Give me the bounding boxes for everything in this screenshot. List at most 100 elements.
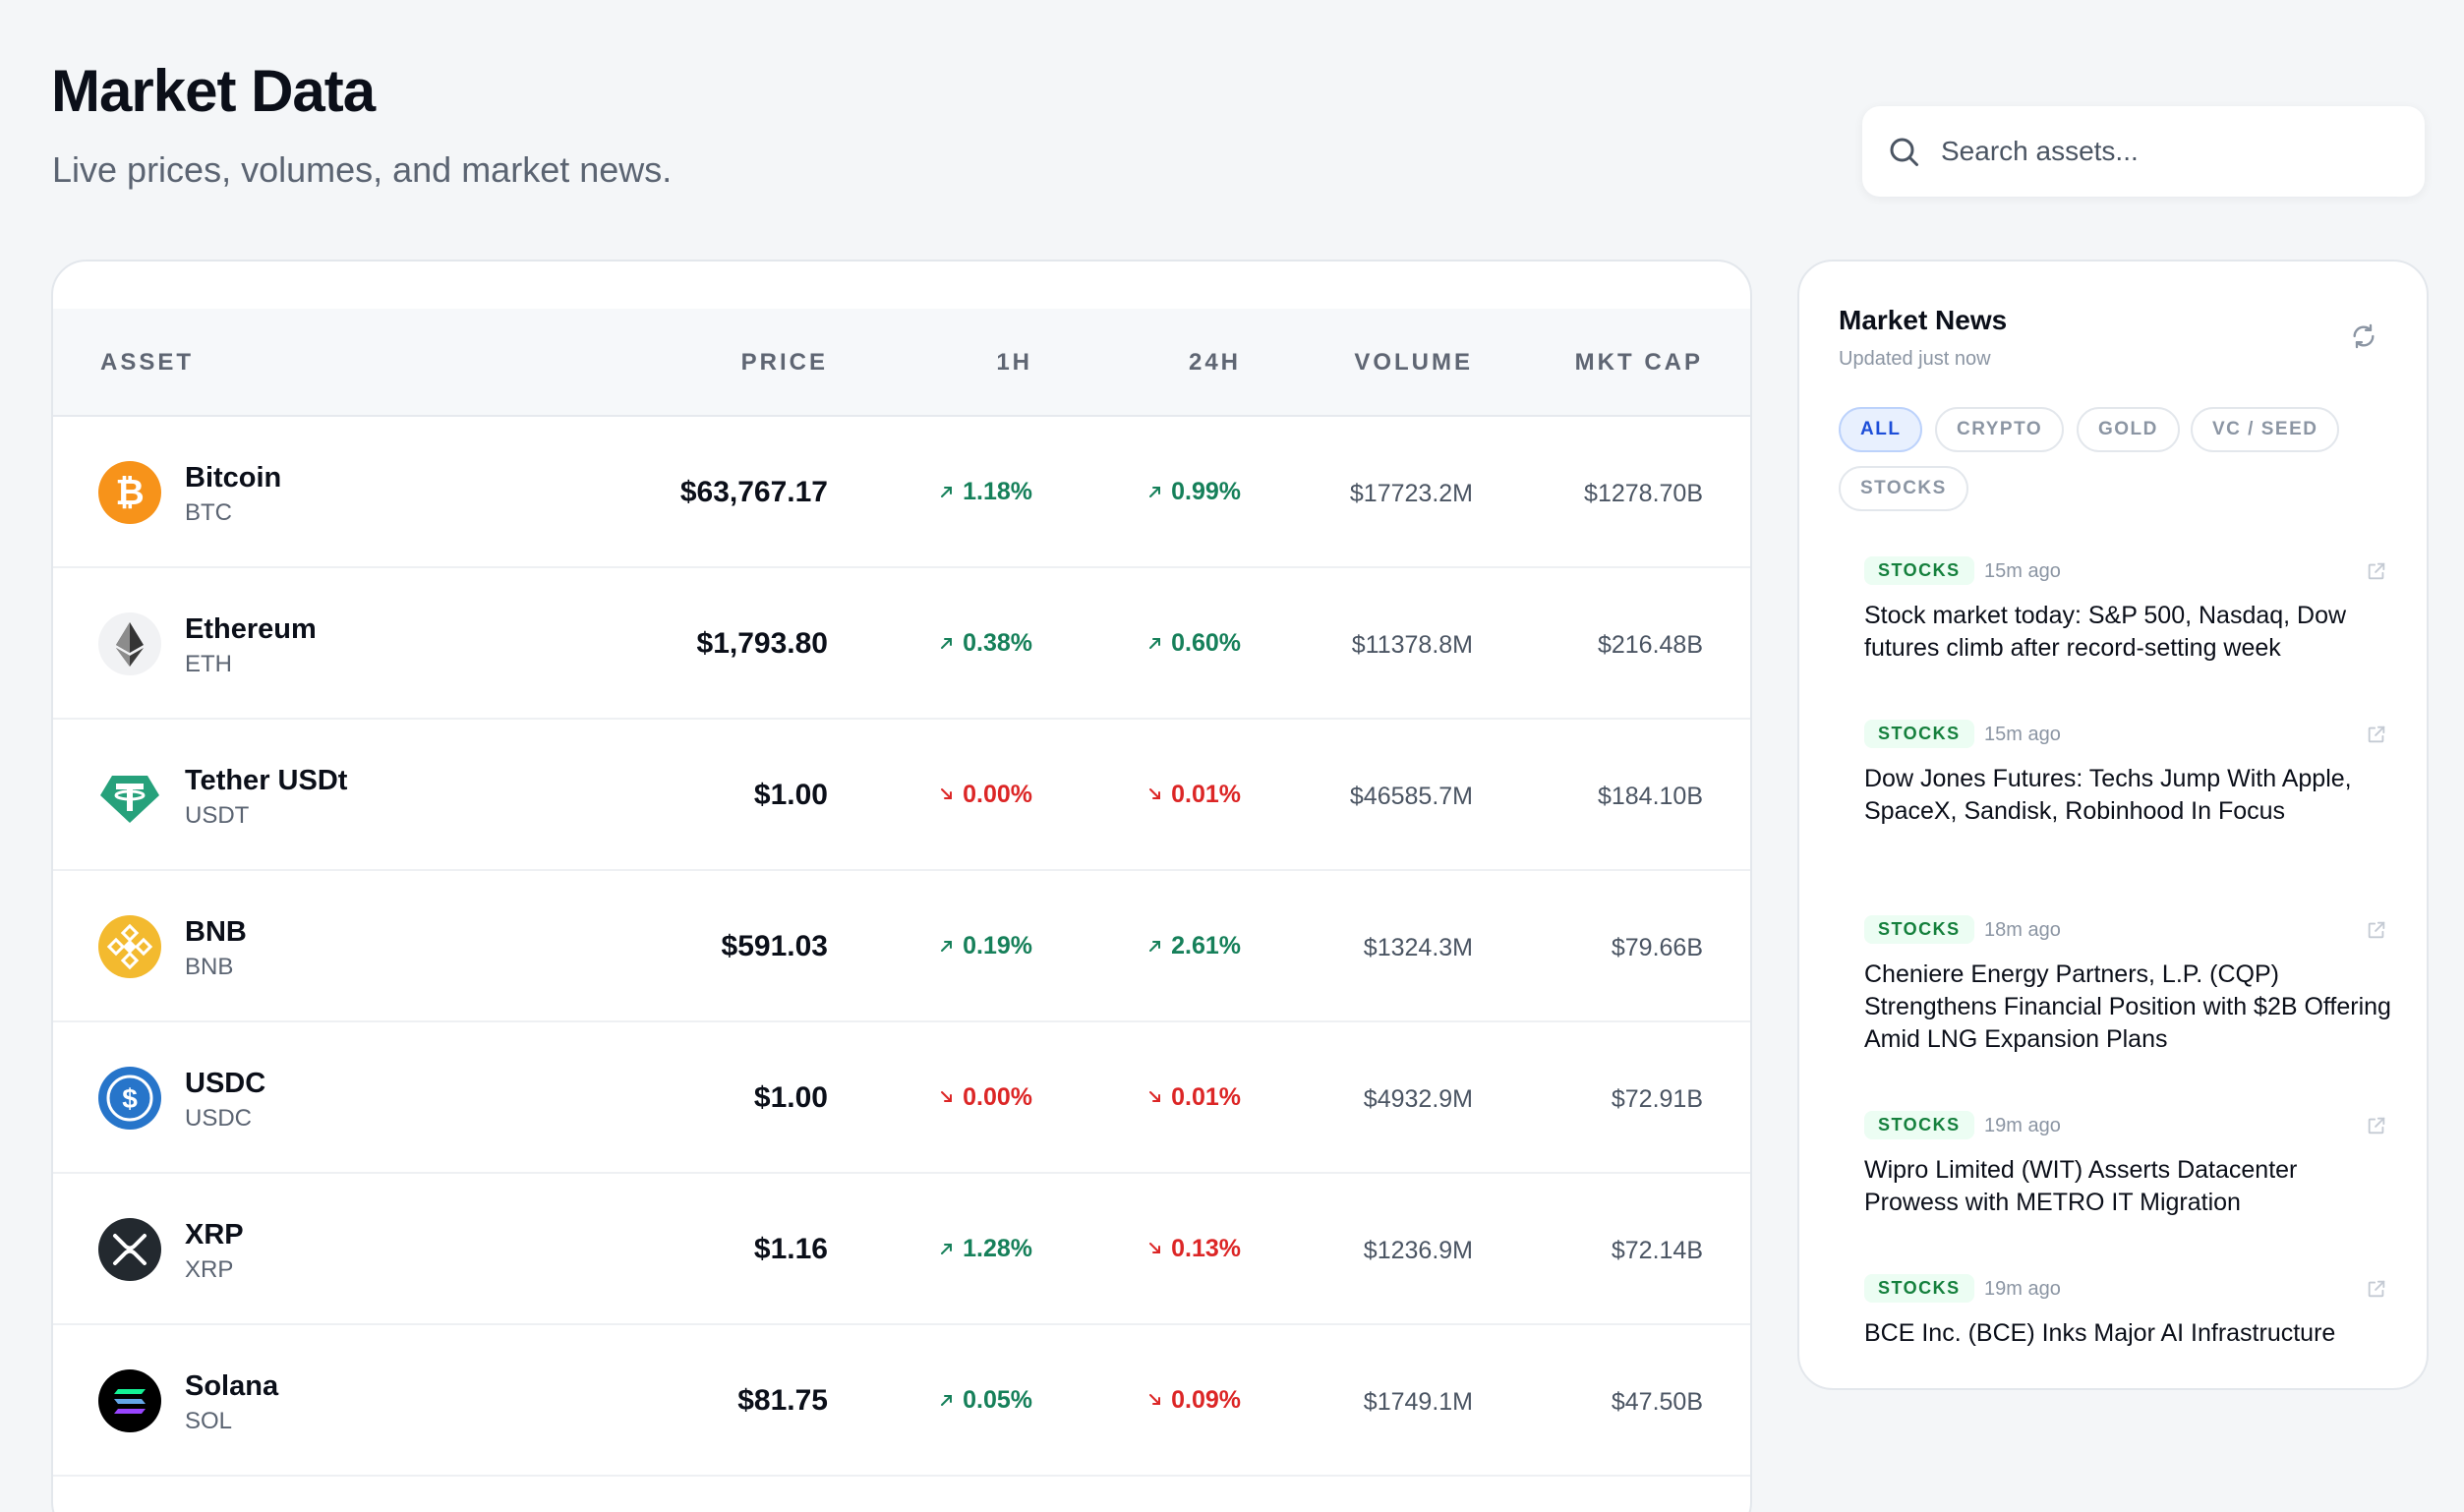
change-24h-value: 0.09%	[1171, 1386, 1241, 1414]
external-link-icon[interactable]	[2366, 1278, 2387, 1300]
asset-name: Tether USDt	[185, 765, 348, 796]
change-24h-value: 2.61%	[1171, 932, 1241, 960]
asset-volume: $46585.7M	[1349, 783, 1473, 810]
bnb-icon	[98, 915, 161, 978]
asset-volume: $1236.9M	[1363, 1237, 1473, 1264]
svg-text:$: $	[122, 1083, 138, 1114]
news-timestamp: 15m ago	[1984, 724, 2061, 745]
news-title: Market News	[1839, 305, 2008, 335]
filter-chip-all[interactable]: ALL	[1839, 407, 1923, 452]
column-asset[interactable]: ASSET	[100, 349, 195, 376]
asset-symbol: SOL	[185, 1408, 233, 1434]
filter-chip-gold[interactable]: GOLD	[2077, 407, 2180, 452]
table-row[interactable]: BNB BNB $591.03 0.19% 2.61% $1324.3M $79…	[53, 871, 1750, 1022]
change-24h-value: 0.01%	[1171, 781, 1241, 808]
page-subtitle: Live prices, volumes, and market news.	[52, 149, 673, 190]
change-1h-value: 0.00%	[963, 781, 1032, 808]
asset-name: USDC	[185, 1068, 266, 1099]
table-row[interactable]: Solana SOL $81.75 0.05% 0.09% $1749.1M $…	[53, 1325, 1750, 1477]
change-24h: 0.99%	[1147, 478, 1241, 506]
change-24h: 0.01%	[1147, 1083, 1241, 1112]
asset-name: Solana	[185, 1370, 279, 1402]
arrow-down-right-icon	[1147, 781, 1163, 809]
arrow-up-right-icon	[939, 1235, 955, 1263]
table-row[interactable]: XRP XRP $1.16 1.28% 0.13% $1236.9M $72.1…	[53, 1174, 1750, 1325]
news-headline[interactable]: Stock market today: S&P 500, Nasdaq, Dow…	[1864, 602, 2347, 662]
refresh-icon[interactable]	[2350, 322, 2377, 350]
asset-price: $63,767.17	[679, 476, 828, 508]
asset-market-cap: $72.14B	[1611, 1237, 1703, 1264]
search-box[interactable]	[1862, 106, 2425, 197]
change-1h: 0.00%	[939, 1083, 1032, 1112]
column-mkt-cap[interactable]: MKT CAP	[1574, 349, 1703, 376]
external-link-icon[interactable]	[2366, 560, 2387, 582]
asset-symbol: USDC	[185, 1105, 253, 1132]
news-headline[interactable]: BCE Inc. (BCE) Inks Major AI Infrastruct…	[1864, 1319, 2336, 1347]
asset-price: $1.00	[753, 779, 828, 811]
table-row[interactable]: ₿ Bitcoin BTC $63,767.17 1.18% 0.99% $17…	[53, 417, 1750, 568]
change-24h: 0.09%	[1147, 1386, 1241, 1415]
news-timestamp: 18m ago	[1984, 919, 2061, 941]
asset-market-cap: $72.91B	[1611, 1085, 1703, 1113]
change-1h-value: 1.18%	[963, 478, 1032, 505]
table-row[interactable]: Ethereum ETH $1,793.80 0.38% 0.60% $1137…	[53, 568, 1750, 720]
change-24h-value: 0.01%	[1171, 1083, 1241, 1111]
news-headline[interactable]: Cheniere Energy Partners, L.P. (CQP) Str…	[1864, 960, 2391, 1053]
change-1h: 0.05%	[939, 1386, 1032, 1415]
change-1h: 0.38%	[939, 629, 1032, 658]
asset-symbol: USDT	[185, 802, 250, 829]
external-link-icon[interactable]	[2366, 724, 2387, 745]
asset-symbol: ETH	[185, 651, 232, 677]
change-24h-value: 0.13%	[1171, 1235, 1241, 1262]
xrp-icon	[98, 1218, 161, 1281]
asset-volume: $11378.8M	[1351, 631, 1473, 659]
filter-chip-crypto[interactable]: CRYPTO	[1935, 407, 2065, 452]
arrow-down-right-icon	[939, 1083, 955, 1112]
asset-table: ASSET PRICE 1H 24H VOLUME MKT CAP ₿ Bitc…	[51, 260, 1752, 1512]
external-link-icon[interactable]	[2366, 1115, 2387, 1136]
news-headline[interactable]: Wipro Limited (WIT) Asserts Datacenter P…	[1864, 1156, 2298, 1216]
change-24h-value: 0.99%	[1171, 478, 1241, 505]
change-1h: 1.18%	[939, 478, 1032, 506]
external-link-icon[interactable]	[2366, 919, 2387, 941]
column-24h[interactable]: 24H	[1188, 349, 1241, 376]
svg-text:₿: ₿	[115, 472, 144, 512]
news-timestamp: 19m ago	[1984, 1278, 2061, 1300]
table-row[interactable]: $ USDC USDC $1.00 0.00% 0.01% $4932.9M $…	[53, 1022, 1750, 1174]
asset-price: $1,793.80	[696, 627, 828, 660]
search-input[interactable]	[1941, 106, 2403, 197]
news-headline[interactable]: Dow Jones Futures: Techs Jump With Apple…	[1864, 765, 2352, 825]
ethereum-icon	[98, 612, 161, 675]
arrow-down-right-icon	[1147, 1083, 1163, 1112]
column-1h[interactable]: 1H	[996, 349, 1032, 376]
news-category-tag: STOCKS	[1864, 915, 1974, 944]
change-1h-value: 0.05%	[963, 1386, 1032, 1414]
filter-chip-stocks[interactable]: STOCKS	[1839, 466, 1968, 511]
column-price[interactable]: PRICE	[740, 349, 828, 376]
change-24h: 0.13%	[1147, 1235, 1241, 1263]
filter-chip-vc-seed[interactable]: VC / SEED	[2191, 407, 2340, 452]
news-category-tag: STOCKS	[1864, 1274, 1974, 1303]
asset-market-cap: $1278.70B	[1584, 480, 1703, 507]
asset-symbol: XRP	[185, 1256, 234, 1283]
change-1h-value: 0.00%	[963, 1083, 1032, 1111]
asset-price: $1.16	[753, 1233, 828, 1265]
asset-name: Bitcoin	[185, 462, 282, 494]
asset-symbol: BTC	[185, 499, 232, 526]
change-1h: 0.00%	[939, 781, 1032, 809]
arrow-up-right-icon	[939, 629, 955, 658]
arrow-up-right-icon	[1147, 932, 1163, 960]
asset-market-cap: $79.66B	[1611, 934, 1703, 961]
asset-name: BNB	[185, 916, 247, 948]
change-24h-value: 0.60%	[1171, 629, 1241, 657]
change-1h: 0.19%	[939, 932, 1032, 960]
asset-name: XRP	[185, 1219, 244, 1250]
asset-volume: $1324.3M	[1363, 934, 1473, 961]
change-24h: 0.60%	[1147, 629, 1241, 658]
table-row[interactable]: Tether USDt USDT $1.00 0.00% 0.01% $4658…	[53, 720, 1750, 871]
page-title: Market Data	[51, 58, 376, 124]
arrow-down-right-icon	[939, 781, 955, 809]
arrow-up-right-icon	[939, 1386, 955, 1415]
arrow-up-right-icon	[939, 932, 955, 960]
column-volume[interactable]: VOLUME	[1354, 349, 1473, 376]
